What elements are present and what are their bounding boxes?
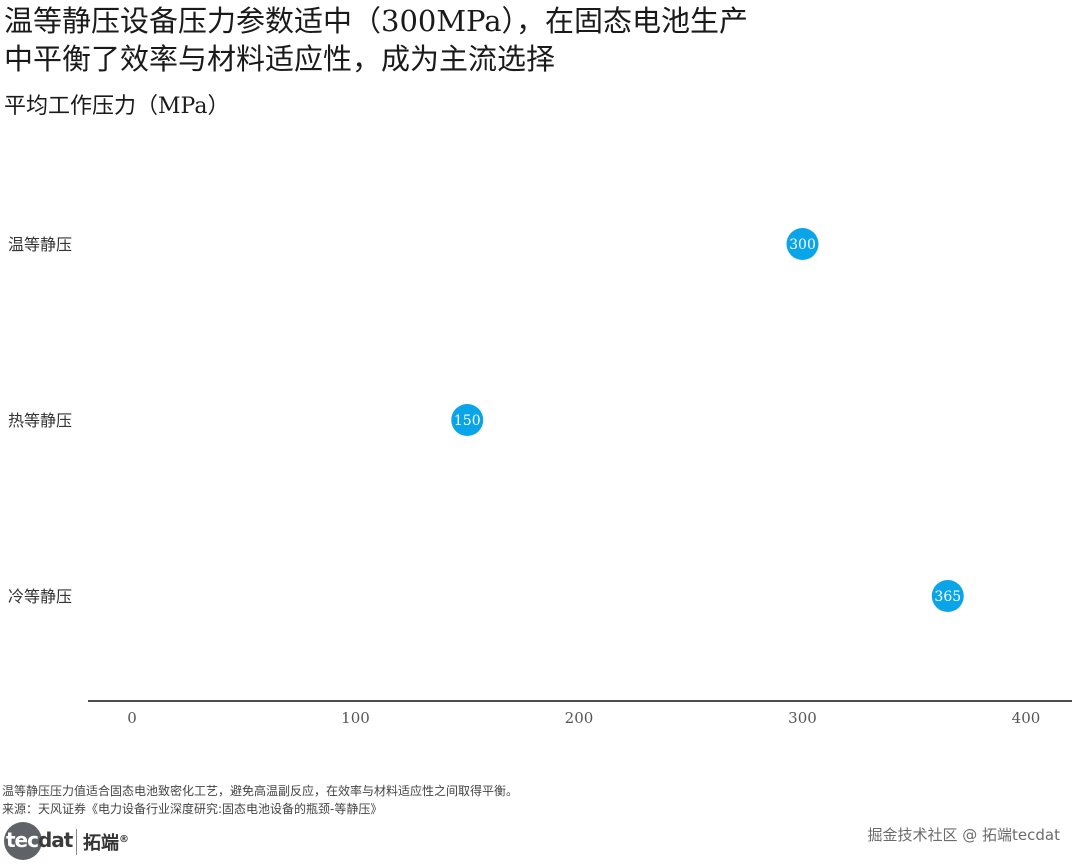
chart-subtitle: 平均工作压力（MPa） [4,94,230,119]
watermark: 掘金技术社区 @ 拓端tecdat [867,826,1061,844]
logo-text-tec: tec [6,828,39,852]
footnote-note: 温等静压压力值适合固态电池致密化工艺，避免高温副反应，在效率与材料适应性之间取得… [2,784,519,798]
logo-text-dat: dat [37,828,73,852]
footnote: 温等静压压力值适合固态电池致密化工艺，避免高温副反应，在效率与材料适应性之间取得… [2,782,518,818]
logo-divider [76,829,77,855]
x-tick-label: 300 [788,709,817,727]
data-label: 365 [934,589,961,605]
chart-title: 温等静压设备压力参数适中（300MPa），在固态电池生产中平衡了效率与材料适应性… [4,4,749,76]
x-tick-label: 0 [127,709,137,727]
x-tick-label: 200 [565,709,594,727]
registered-mark: ® [119,834,129,845]
data-point [786,228,819,260]
logo-cn: 拓端® [83,833,129,854]
y-category-label: 热等静压 [8,411,72,430]
tecdat-logo-mark: tecdat [4,822,73,862]
y-category-label: 冷等静压 [8,587,72,606]
x-tick-label: 100 [341,709,370,727]
y-category-label: 温等静压 [8,235,72,254]
x-tick-label: 400 [1012,709,1041,727]
footnote-source: 来源：天风证券《电力设备行业深度研究:固态电池设备的瓶颈-等静压》 [2,802,383,816]
data-label: 150 [454,413,481,429]
data-point [451,404,484,436]
dot-plot-chart: 0 100 200 300 400 温等静压 300 热等静压 150 冷等静压 365 [8,228,1072,727]
data-point [931,580,964,612]
tecdat-logo: tecdat 拓端® [4,822,129,862]
data-label: 300 [789,237,816,253]
